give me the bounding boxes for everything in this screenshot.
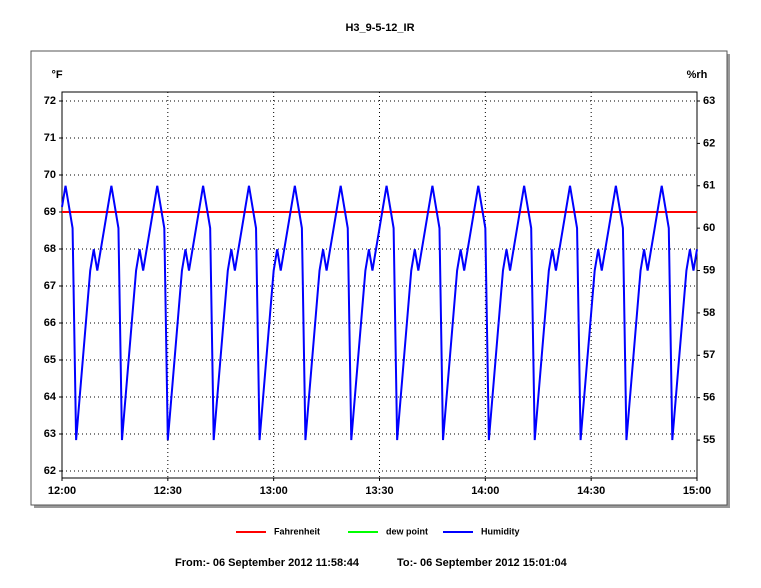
y-tick-label: 71 [44,132,56,144]
y2-tick-label: 60 [703,222,715,234]
series-line [61,185,698,441]
y-tick-label: 66 [44,317,56,329]
y2-tick-label: 58 [703,307,715,319]
y-tick-label: 62 [44,465,56,477]
y-tick-label: 64 [44,391,57,403]
y-tick-label: 65 [44,354,56,366]
legend-label: Humidity [481,526,520,536]
x-tick-label: 13:00 [260,485,288,497]
y-tick-label: 70 [44,169,56,181]
y2-tick-label: 59 [703,264,715,276]
y-tick-label: 68 [44,243,56,255]
y2-axis-label: %rh [687,69,708,81]
x-tick-label: 13:30 [365,485,393,497]
from-label: From:- 06 September 2012 11:58:44 [175,557,360,569]
x-tick-label: 15:00 [683,485,711,497]
legend-label: dew point [386,526,428,536]
y2-tick-label: 63 [703,95,715,107]
x-tick-label: 14:00 [471,485,499,497]
x-tick-label: 14:30 [577,485,605,497]
to-label: To:- 06 September 2012 15:01:04 [397,557,568,569]
y-axis-label: °F [51,69,62,81]
x-tick-label: 12:00 [48,485,76,497]
y2-tick-label: 56 [703,392,715,404]
chart-title: H3_9-5-12_IR [345,22,414,34]
y2-tick-label: 57 [703,349,715,361]
y2-tick-label: 62 [703,137,715,149]
legend-label: Fahrenheit [274,526,320,536]
y-tick-label: 67 [44,280,56,292]
y2-tick-label: 55 [703,434,715,446]
x-tick-label: 12:30 [154,485,182,497]
y-tick-label: 69 [44,206,56,218]
y-tick-label: 63 [44,428,56,440]
y2-tick-label: 61 [703,180,715,192]
y-tick-label: 72 [44,95,56,107]
